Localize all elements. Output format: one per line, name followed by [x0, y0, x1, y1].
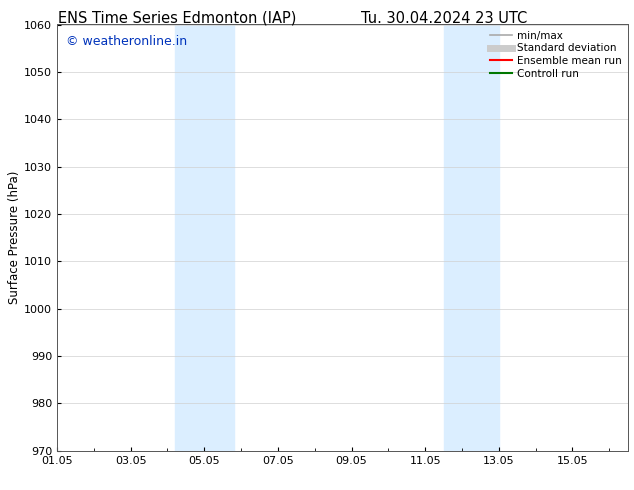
- Bar: [175, 24, 234, 451]
- Text: Tu. 30.04.2024 23 UTC: Tu. 30.04.2024 23 UTC: [361, 11, 527, 26]
- Text: ENS Time Series Edmonton (IAP): ENS Time Series Edmonton (IAP): [58, 11, 297, 26]
- Y-axis label: Surface Pressure (hPa): Surface Pressure (hPa): [8, 171, 22, 304]
- Legend: min/max, Standard deviation, Ensemble mean run, Controll run: min/max, Standard deviation, Ensemble me…: [486, 27, 624, 82]
- Bar: [444, 24, 499, 451]
- Text: © weatheronline.in: © weatheronline.in: [66, 35, 187, 48]
